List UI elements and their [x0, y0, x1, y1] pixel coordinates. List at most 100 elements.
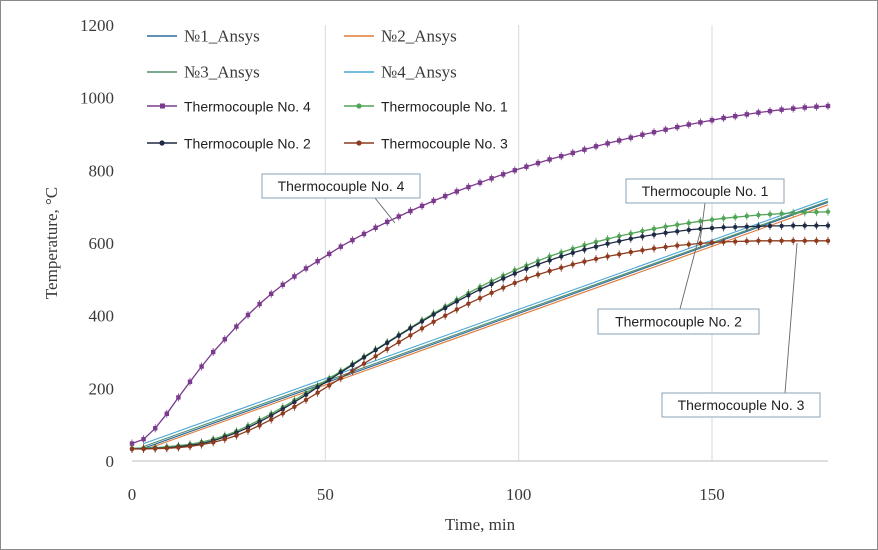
data-point-thermocouple-no-2	[791, 223, 796, 228]
data-point-thermocouple-no-3	[825, 238, 831, 244]
data-point-thermocouple-no-4	[535, 160, 541, 166]
callout-leader-thermocouple-no-3	[784, 242, 798, 394]
data-point-thermocouple-no-3	[176, 445, 181, 450]
data-point-thermocouple-no-4	[176, 395, 181, 400]
data-point-thermocouple-no-2	[767, 223, 773, 229]
data-point-thermocouple-no-2	[733, 224, 738, 230]
data-point-thermocouple-no-4	[303, 266, 309, 271]
data-point-thermocouple-no-4	[129, 441, 135, 446]
data-point-thermocouple-no-1	[779, 211, 784, 216]
data-point-thermocouple-no-2	[396, 333, 401, 338]
x-tick-150: 150	[699, 485, 725, 504]
data-point-thermocouple-no-4	[234, 324, 239, 329]
data-point-thermocouple-no-4	[814, 104, 819, 109]
data-point-thermocouple-no-4	[419, 203, 425, 209]
data-point-thermocouple-no-2	[593, 244, 599, 249]
data-point-thermocouple-no-4	[570, 150, 575, 156]
data-point-thermocouple-no-2	[466, 293, 471, 298]
data-point-thermocouple-no-3	[675, 243, 680, 248]
legend-marker-thermocouple-no-2	[159, 140, 165, 146]
data-point-thermocouple-no-3	[721, 239, 726, 245]
callout-label-thermocouple-no-2: Thermocouple No. 2	[615, 314, 742, 330]
data-point-thermocouple-no-4	[153, 426, 158, 431]
y-axis-title: Temperature, °C	[42, 187, 61, 299]
data-point-thermocouple-no-3	[327, 383, 332, 388]
data-point-thermocouple-no-2	[617, 238, 622, 244]
series-line-no4-ansys	[143, 198, 829, 445]
data-point-thermocouple-no-2	[327, 377, 332, 383]
callout-thermocouple-no-3: Thermocouple No. 3	[661, 242, 821, 418]
data-point-thermocouple-no-2	[454, 299, 459, 304]
callout-label-thermocouple-no-4: Thermocouple No. 4	[278, 178, 405, 194]
data-point-thermocouple-no-4	[199, 364, 204, 369]
x-tick-0: 0	[128, 485, 137, 504]
legend-item-thermocouple-no-3: Thermocouple No. 3	[344, 136, 508, 152]
data-point-thermocouple-no-3	[153, 446, 158, 451]
data-point-thermocouple-no-3	[477, 296, 483, 301]
data-point-thermocouple-no-3	[617, 252, 622, 257]
data-point-thermocouple-no-1	[675, 222, 680, 228]
y-tick-labels: 0 200 400 600 800 1000 1200	[80, 16, 114, 471]
data-point-thermocouple-no-1	[791, 210, 796, 216]
series-thermocouple-no-2	[129, 221, 831, 454]
legend-item-no2-ansys: №2_Ansys	[344, 27, 457, 46]
data-point-thermocouple-no-4	[779, 107, 784, 112]
data-point-thermocouple-no-3	[791, 238, 796, 244]
data-point-thermocouple-no-1	[593, 239, 599, 245]
data-point-thermocouple-no-1	[756, 212, 761, 218]
data-point-thermocouple-no-1	[617, 233, 622, 239]
data-point-thermocouple-no-4	[686, 122, 691, 127]
callout-box-thermocouple-no-1	[625, 178, 785, 204]
data-point-thermocouple-no-3	[698, 241, 703, 246]
data-point-thermocouple-no-4	[547, 157, 552, 162]
data-point-thermocouple-no-3	[779, 238, 784, 244]
data-point-thermocouple-no-2	[651, 232, 657, 237]
data-point-thermocouple-no-4	[477, 180, 483, 185]
data-point-thermocouple-no-1	[721, 216, 726, 221]
data-point-thermocouple-no-4	[443, 193, 448, 199]
data-point-thermocouple-no-3	[257, 423, 262, 428]
data-point-thermocouple-no-4	[222, 337, 227, 342]
data-point-thermocouple-no-4	[408, 208, 413, 214]
data-point-thermocouple-no-2	[547, 258, 552, 263]
data-point-thermocouple-no-2	[814, 223, 819, 228]
data-point-thermocouple-no-2	[489, 281, 494, 287]
data-point-thermocouple-no-3	[443, 313, 448, 318]
data-point-thermocouple-no-4	[257, 301, 262, 307]
data-point-thermocouple-no-3	[605, 254, 610, 259]
data-point-thermocouple-no-2	[825, 223, 831, 228]
callout-leader-thermocouple-no-2	[679, 231, 701, 310]
data-point-thermocouple-no-3	[385, 346, 390, 352]
data-point-thermocouple-no-3	[408, 333, 413, 338]
data-point-thermocouple-no-3	[419, 326, 425, 331]
data-point-thermocouple-no-3	[466, 301, 471, 306]
data-point-thermocouple-no-4	[628, 135, 633, 140]
legend-item-thermocouple-no-4: Thermocouple No. 4	[147, 99, 311, 115]
data-point-thermocouple-no-3	[280, 411, 285, 416]
data-point-thermocouple-no-3	[315, 390, 320, 395]
y-tick-600: 600	[89, 234, 115, 253]
series-thermocouple-no-3	[129, 236, 831, 454]
data-point-thermocouple-no-4	[454, 189, 459, 194]
data-point-thermocouple-no-3	[234, 433, 239, 438]
legend-label-thermocouple-no-1: Thermocouple No. 1	[381, 99, 508, 115]
y-tick-1000: 1000	[80, 89, 114, 108]
data-point-thermocouple-no-2	[408, 326, 413, 331]
data-point-thermocouple-no-4	[361, 231, 367, 237]
data-point-thermocouple-no-1	[640, 228, 645, 234]
data-point-thermocouple-no-2	[582, 247, 587, 252]
data-point-thermocouple-no-3	[802, 238, 807, 244]
data-point-thermocouple-no-3	[547, 268, 552, 274]
data-point-thermocouple-no-3	[292, 404, 297, 410]
data-point-thermocouple-no-3	[663, 244, 668, 250]
data-point-thermocouple-no-3	[361, 361, 367, 366]
data-point-thermocouple-no-4	[825, 103, 831, 109]
data-point-thermocouple-no-2	[709, 225, 715, 231]
data-point-thermocouple-no-1	[628, 231, 633, 236]
callout-leader-thermocouple-no-1	[699, 202, 706, 239]
data-point-thermocouple-no-3	[733, 239, 738, 244]
data-point-thermocouple-no-2	[443, 305, 448, 311]
callout-label-thermocouple-no-1: Thermocouple No. 1	[642, 183, 769, 199]
data-point-thermocouple-no-3	[744, 238, 749, 244]
